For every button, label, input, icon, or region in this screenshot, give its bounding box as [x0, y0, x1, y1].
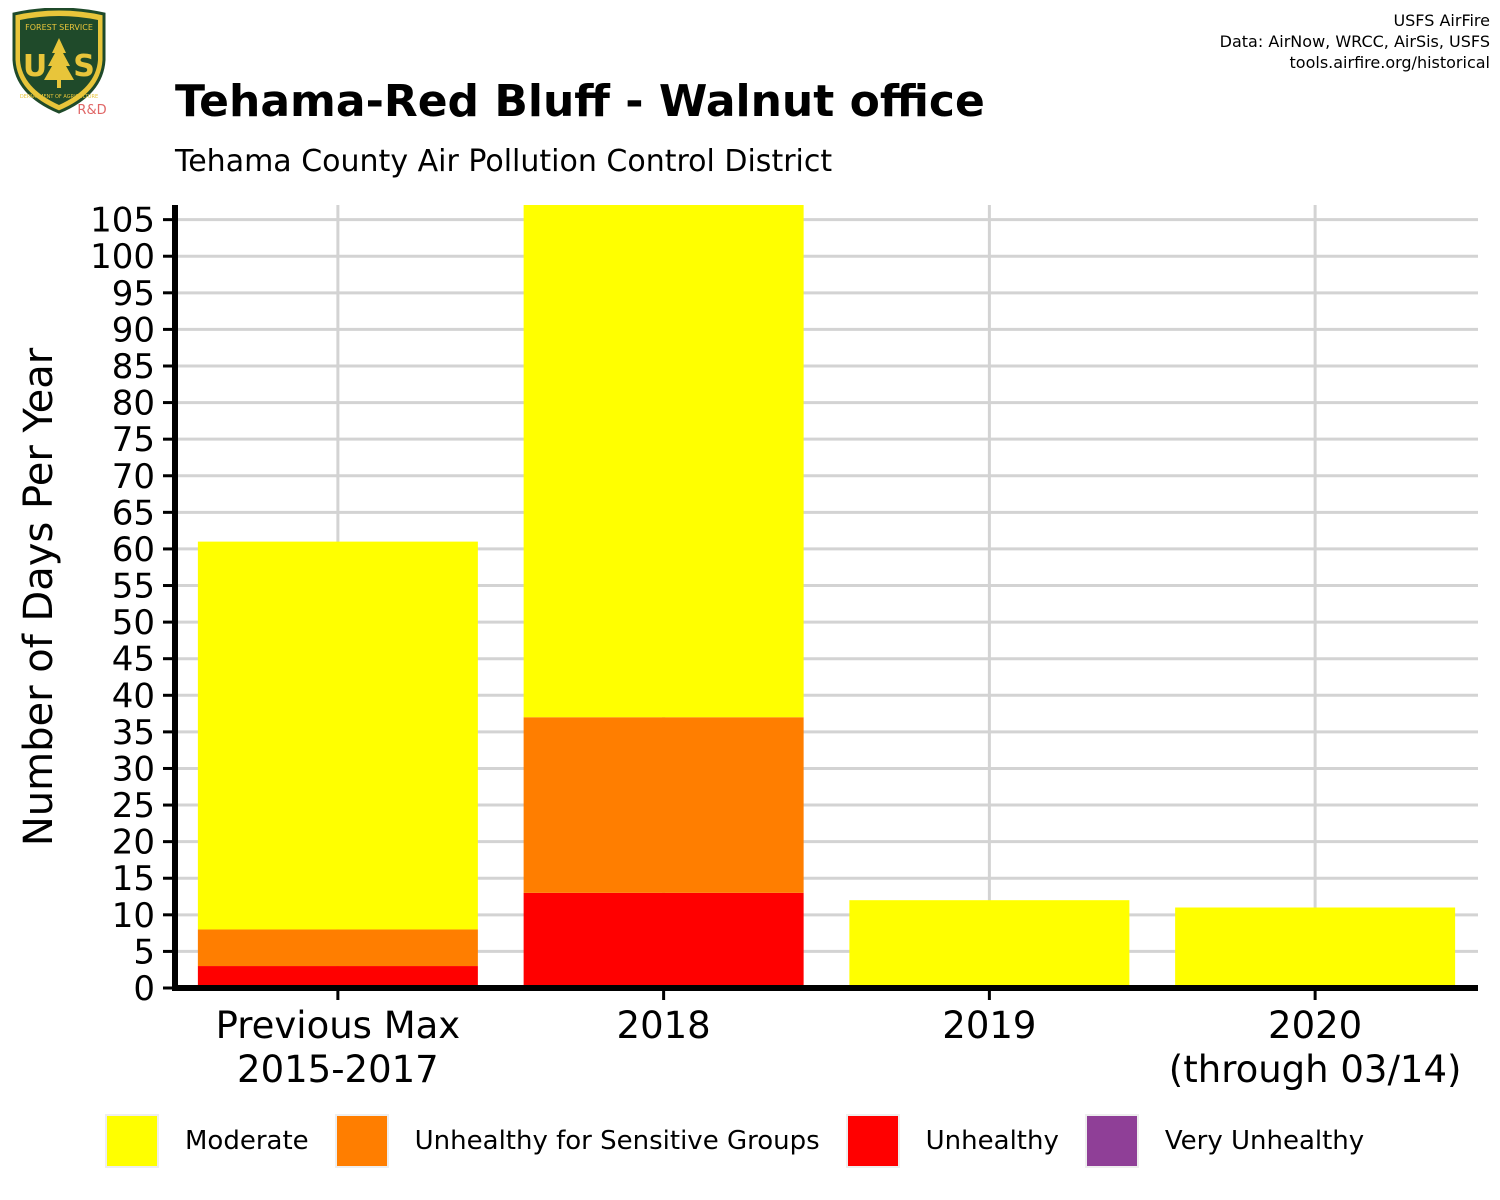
legend: Moderate Unhealthy for Sensitive Groups Un…	[105, 1112, 1390, 1170]
credit-line: Data: AirNow, WRCC, AirSis, USFS	[1219, 32, 1490, 51]
chart-title: Tehama-Red Bluff - Walnut office	[175, 76, 985, 127]
legend-swatch	[845, 1114, 900, 1168]
legend-label: Very Unhealthy	[1164, 1126, 1365, 1156]
svg-text:S: S	[73, 49, 95, 84]
y-tick-label: 70	[112, 457, 155, 497]
y-tick-label: 95	[112, 274, 155, 314]
y-tick-label: 15	[112, 859, 155, 899]
bar-segment	[523, 892, 804, 988]
legend-swatch	[1084, 1114, 1139, 1168]
legend-item: Unhealthy for Sensitive Groups	[334, 1114, 820, 1168]
legend-label: Moderate	[185, 1126, 309, 1156]
svg-text:U: U	[23, 49, 47, 84]
bar-segment	[197, 929, 478, 967]
x-tick-label: 2020	[1268, 1004, 1362, 1047]
y-tick-label: 0	[133, 969, 155, 1009]
y-tick-label: 85	[112, 347, 155, 387]
y-tick-label: 75	[112, 420, 155, 460]
x-tick-label: 2015-2017	[237, 1048, 439, 1091]
y-tick-label: 65	[112, 493, 155, 533]
legend-item: Unhealthy	[845, 1114, 1059, 1168]
y-tick-label: 80	[112, 384, 155, 424]
y-tick-label: 105	[90, 201, 155, 241]
y-tick-label: 5	[133, 932, 155, 972]
x-tick-label: 2019	[942, 1004, 1036, 1047]
bar-segment	[523, 205, 804, 718]
y-tick-label: 10	[112, 896, 155, 936]
y-tick-label: 50	[112, 603, 155, 643]
y-tick-label: 100	[90, 237, 155, 277]
legend-swatch	[334, 1114, 389, 1168]
legend-item: Moderate	[105, 1114, 309, 1168]
bar-segment	[1175, 907, 1456, 988]
bar-segment	[849, 900, 1130, 988]
y-tick-label: 55	[112, 567, 155, 607]
x-tick-label: Previous Max	[216, 1004, 461, 1047]
x-tick-label: 2018	[617, 1004, 711, 1047]
y-tick-label: 35	[112, 713, 155, 753]
axis-layer: 0510152025303540455055606570758085909510…	[90, 201, 1478, 1091]
legend-swatch	[105, 1114, 159, 1168]
y-tick-label: 25	[112, 786, 155, 826]
y-tick-label: 40	[112, 676, 155, 716]
y-tick-label: 90	[112, 310, 155, 350]
y-tick-label: 30	[112, 749, 155, 789]
logo-bottom-text: DEPARTMENT OF AGRICULTURE	[20, 94, 98, 100]
logo-top-text: FOREST SERVICE	[25, 23, 93, 32]
y-tick-label: 20	[112, 823, 155, 863]
credits: USFS AirFire Data: AirNow, WRCC, AirSis,…	[1220, 10, 1490, 73]
y-axis-label: Number of Days Per Year	[16, 347, 62, 846]
credit-line: tools.airfire.org/historical	[1289, 53, 1490, 72]
bar-segment	[197, 541, 478, 930]
legend-item: Very Unhealthy	[1084, 1114, 1365, 1168]
forest-service-logo: U S FOREST SERVICE DEPARTMENT OF AGRICUL…	[12, 8, 107, 118]
x-tick-label: (through 03/14)	[1169, 1048, 1462, 1091]
legend-label: Unhealthy for Sensitive Groups	[414, 1126, 820, 1156]
bar-segment	[197, 966, 478, 988]
bar-layer	[197, 205, 1456, 988]
y-tick-label: 60	[112, 530, 155, 570]
chart-subtitle: Tehama County Air Pollution Control Dist…	[175, 144, 833, 179]
legend-label: Unhealthy	[925, 1126, 1059, 1156]
credit-line: USFS AirFire	[1393, 11, 1490, 30]
y-tick-label: 45	[112, 640, 155, 680]
logo-tag: R&D	[77, 103, 106, 118]
bar-segment	[523, 717, 804, 893]
